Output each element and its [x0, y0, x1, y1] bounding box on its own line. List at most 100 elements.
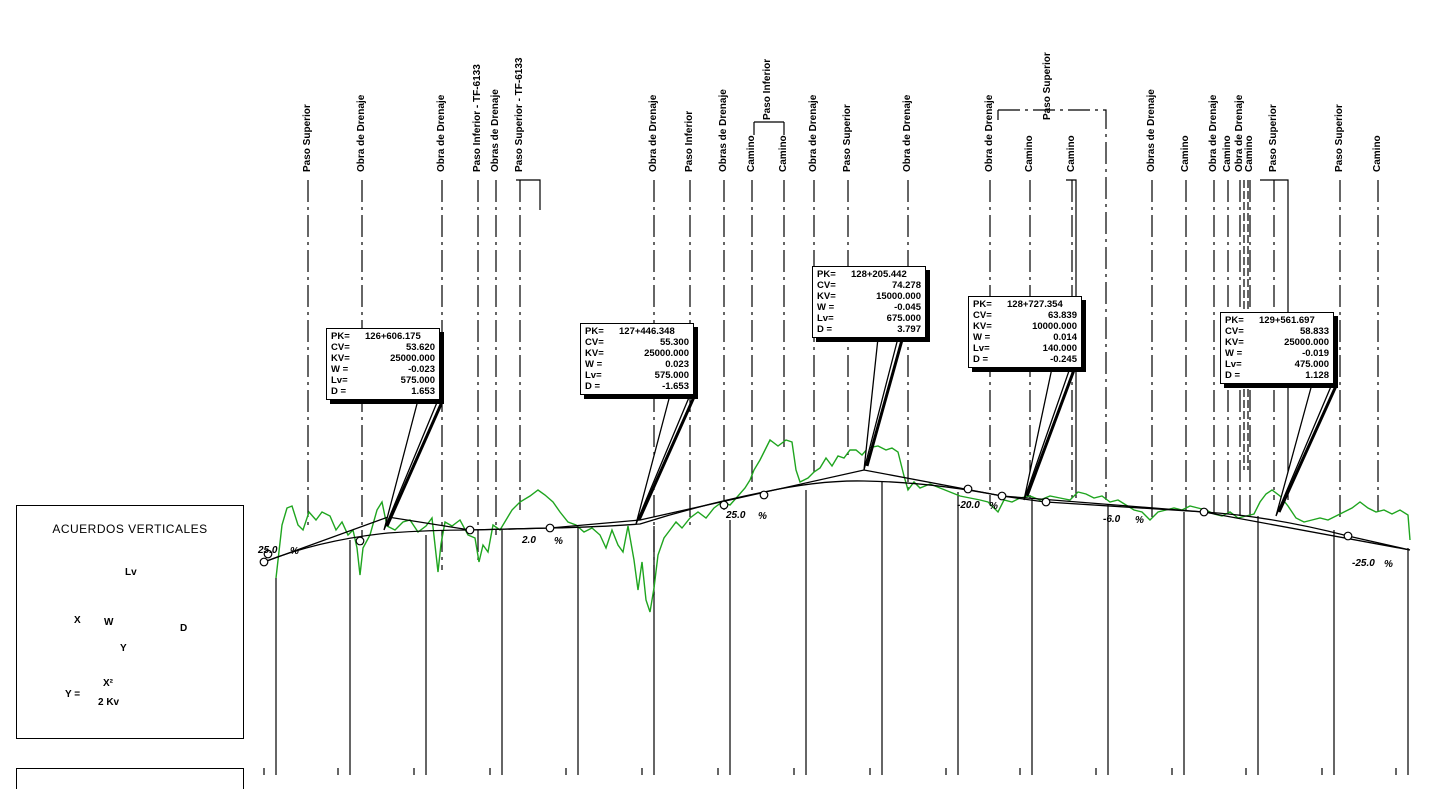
- callout-key: CV=: [1225, 326, 1244, 337]
- structure-label: Camino: [1372, 135, 1383, 172]
- structure-label: Paso Inferior: [762, 58, 773, 120]
- callout-pointer-shadow: [865, 339, 904, 467]
- callout-row-lv: Lv= 140.000: [973, 343, 1077, 354]
- callout-key: Lv=: [973, 343, 990, 354]
- structure-label: Paso Inferior - TF-6133: [472, 64, 483, 172]
- curve-point: [1199, 507, 1209, 517]
- callout-key: KV=: [817, 291, 836, 302]
- curve-point: [259, 557, 269, 567]
- callout-key: W =: [585, 359, 603, 370]
- grade-label: 25.0: [258, 545, 278, 556]
- curve-point: [263, 549, 273, 559]
- callout-value: -0.045: [894, 302, 921, 313]
- callout-row-cv: CV= 74.278: [817, 280, 921, 291]
- bracket-paso-superior-3: [1260, 179, 1289, 500]
- callout-row-d: D = 1.128: [1225, 370, 1329, 381]
- callout-key: CV=: [817, 280, 836, 291]
- legend-formula-lhs: Y =: [65, 689, 81, 700]
- curve-point: [759, 490, 769, 500]
- legend-y-label: Y: [120, 643, 127, 654]
- structure-label: Obra de Drenaje: [902, 94, 913, 172]
- legend-d-label: D: [180, 623, 188, 634]
- callout-key: D =: [1225, 370, 1241, 381]
- callout-row-lv: Lv= 475.000: [1225, 359, 1329, 370]
- callout-value: 0.023: [665, 359, 689, 370]
- legend-box: ACUERDOS VERTICALES: [16, 505, 244, 739]
- station-grid: [263, 482, 1409, 775]
- callout-key: PK=: [331, 331, 350, 342]
- callout-value: 128+205.442: [851, 269, 907, 280]
- callout-key: D =: [585, 381, 601, 392]
- callout-row-pk: PK= 129+561.697: [1225, 315, 1329, 326]
- grade-label: -6.0: [1103, 514, 1121, 525]
- callout-row-d: D = -0.245: [973, 354, 1077, 365]
- callout-value: -0.023: [408, 364, 435, 375]
- callout-key: D =: [973, 354, 989, 365]
- callout-value: 575.000: [400, 375, 435, 386]
- callout-value: 15000.000: [876, 291, 921, 302]
- callout-value: 58.833: [1299, 326, 1329, 337]
- grade-label: -20.0: [957, 500, 980, 511]
- callout-key: W =: [973, 332, 991, 343]
- callout-row-kv: KV= 10000.000: [973, 321, 1077, 332]
- callout-value: 675.000: [886, 313, 921, 324]
- callout-key: PK=: [973, 299, 992, 310]
- callout-key: CV=: [331, 342, 350, 353]
- curve-point: [545, 523, 555, 533]
- callout-pointer: [1023, 367, 1071, 501]
- bracket-paso-inferior: [753, 121, 785, 135]
- callout-pointer: [635, 394, 691, 525]
- callout-pointer: [863, 337, 899, 471]
- callout-row-cv: CV= 63.839: [973, 310, 1077, 321]
- callout-value: 3.797: [897, 324, 921, 335]
- callout-key: KV=: [1225, 337, 1244, 348]
- bottom-table-box: [16, 768, 244, 789]
- callout-row-kv: KV= 15000.000: [817, 291, 921, 302]
- curve-point: [465, 525, 475, 535]
- callout-key: W =: [817, 302, 835, 313]
- curve-point: [997, 491, 1007, 501]
- structure-label: Camino: [1066, 135, 1077, 172]
- structure-label: Obra de Drenaje: [1208, 94, 1219, 172]
- callout-value: 127+446.348: [619, 326, 675, 337]
- grade-unit: %: [554, 536, 563, 547]
- callout-row-kv: KV= 25000.000: [331, 353, 435, 364]
- structure-label: Paso Superior: [1334, 104, 1345, 172]
- legend-x-label: X: [74, 615, 81, 626]
- structure-label: Paso Superior: [302, 104, 313, 172]
- callout-row-cv: CV= 55.300: [585, 337, 689, 348]
- callout-row-lv: Lv= 675.000: [817, 313, 921, 324]
- callout-key: D =: [331, 386, 347, 397]
- callout-value: 475.000: [1294, 359, 1329, 370]
- callout-row-w: W = -0.023: [331, 364, 435, 375]
- structure-label: Obra de Drenaje: [436, 94, 447, 172]
- callout-value: 128+727.354: [1007, 299, 1063, 310]
- vertical-curve-callout: PK= 126+606.175 CV= 53.620 KV= 25000.000 W = -0…: [326, 328, 440, 400]
- legend-w-label: W: [104, 617, 114, 628]
- structure-label: Paso Superior: [842, 104, 853, 172]
- callout-key: W =: [1225, 348, 1243, 359]
- curve-point: [355, 536, 365, 546]
- structure-label: Camino: [1244, 135, 1255, 172]
- callout-row-w: W = 0.023: [585, 359, 689, 370]
- structure-label: Obras de Drenaje: [1146, 89, 1157, 172]
- structure-label: Paso Inferior: [684, 110, 695, 172]
- grade-unit: %: [290, 546, 299, 557]
- structure-label: Obras de Drenaje: [718, 89, 729, 172]
- grade-label: 2.0: [522, 535, 536, 546]
- callout-key: D =: [817, 324, 833, 335]
- callout-key: Lv=: [585, 370, 602, 381]
- callout-row-cv: CV= 58.833: [1225, 326, 1329, 337]
- grade-unit: %: [989, 501, 998, 512]
- structure-label: Obra de Drenaje: [984, 94, 995, 172]
- bracket-paso-superior: [516, 179, 541, 210]
- vertical-curve-callout: PK= 128+727.354 CV= 63.839 KV= 10000.000 W = 0.…: [968, 296, 1082, 368]
- callout-pointer-shadow: [385, 401, 444, 527]
- callout-row-w: W = -0.045: [817, 302, 921, 313]
- bracket-camino: [1066, 179, 1077, 498]
- callout-key: W =: [331, 364, 349, 375]
- callout-row-pk: PK= 128+205.442: [817, 269, 921, 280]
- structure-label: Paso Superior: [1042, 52, 1053, 120]
- callout-row-lv: Lv= 575.000: [585, 370, 689, 381]
